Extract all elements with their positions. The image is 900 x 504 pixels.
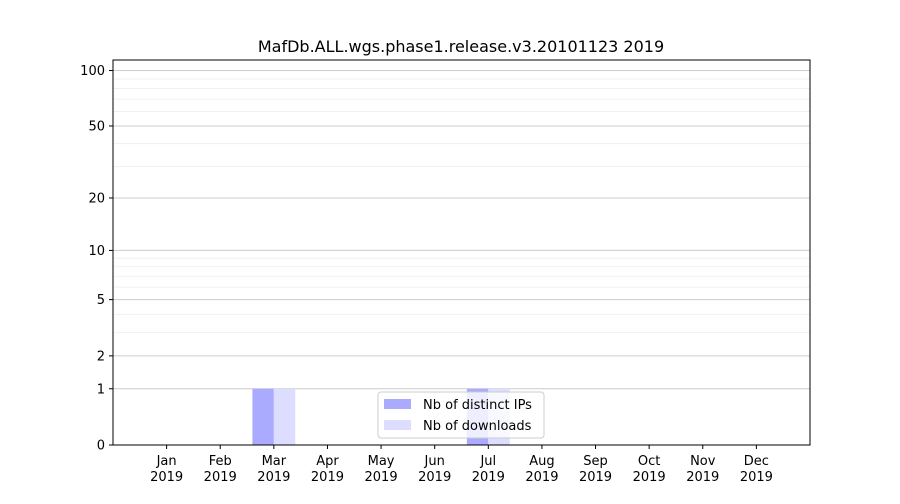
y-tick-label: 1 [97, 382, 105, 397]
x-tick-label: Sep [583, 454, 608, 469]
y-tick-label: 10 [88, 244, 105, 259]
y-tick-label: 100 [80, 64, 105, 79]
x-tick-label: Aug [529, 454, 554, 469]
x-tick-label: Apr [316, 454, 339, 469]
y-tick-label: 2 [97, 349, 105, 364]
legend-swatch [384, 399, 411, 409]
legend-box [377, 391, 545, 439]
x-tick-label: 2019 [204, 470, 237, 485]
legend-label: Nb of distinct IPs [423, 398, 532, 413]
legend-swatch [384, 420, 411, 430]
x-tick-label: Oct [638, 454, 660, 469]
bar-distinct-ips [252, 388, 274, 445]
x-tick-label: Jun [424, 454, 445, 469]
x-tick-label: 2019 [365, 470, 398, 485]
y-tick-label: 20 [88, 191, 105, 206]
bar-downloads [273, 388, 296, 445]
y-tick-label: 0 [97, 439, 105, 454]
x-tick-label: 2019 [472, 470, 505, 485]
x-tick-label: Nov [690, 454, 716, 469]
x-tick-label: Jul [479, 454, 496, 469]
y-tick-label: 50 [88, 119, 105, 134]
y-tick-label: 5 [97, 293, 105, 308]
x-tick-label: 2019 [633, 470, 666, 485]
x-tick-label: Mar [262, 454, 287, 469]
x-tick-label: 2019 [418, 470, 451, 485]
plot-frame [112, 59, 811, 446]
x-tick-label: 2019 [311, 470, 344, 485]
x-tick-label: Dec [744, 454, 769, 469]
x-tick-label: 2019 [686, 470, 719, 485]
legend-label: Nb of downloads [423, 419, 532, 434]
x-tick-label: 2019 [257, 470, 290, 485]
x-tick-label: 2019 [150, 470, 183, 485]
x-tick-label: May [368, 454, 395, 469]
x-tick-label: Feb [209, 454, 232, 469]
x-tick-label: 2019 [579, 470, 612, 485]
x-tick-label: 2019 [740, 470, 773, 485]
chart-title: MafDb.ALL.wgs.phase1.release.v3.20101123… [258, 37, 664, 56]
x-tick-label: Jan [156, 454, 177, 469]
x-tick-label: 2019 [525, 470, 558, 485]
legend: Nb of distinct IPs Nb of downloads [377, 391, 545, 439]
